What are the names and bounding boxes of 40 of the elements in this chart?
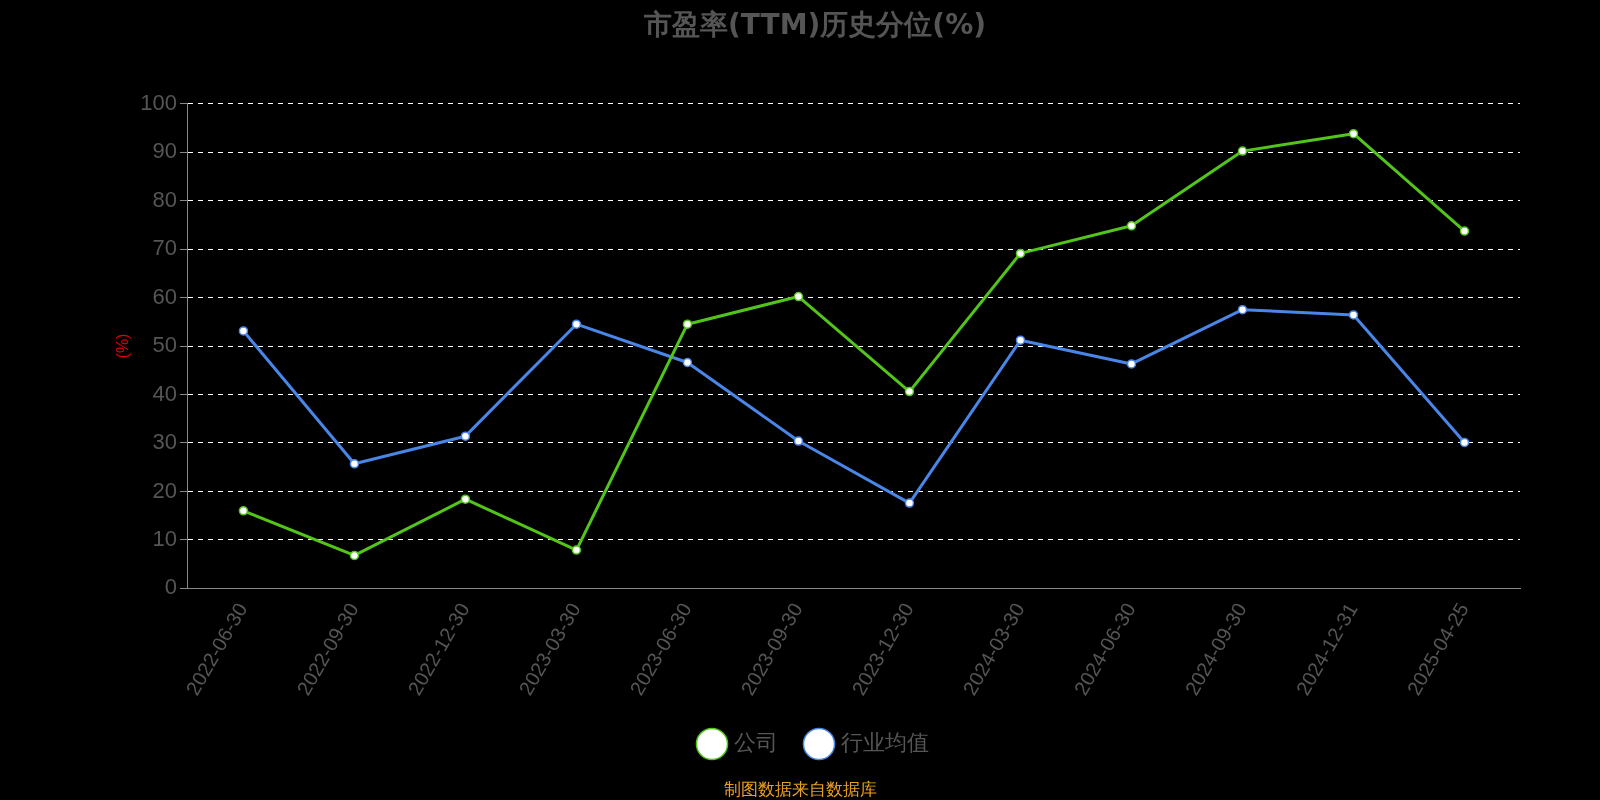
y-tick-label: 90 [152,138,177,164]
point [682,319,693,329]
y-tick-label: 100 [140,89,177,115]
legend-label: 公司 [734,730,778,756]
point [349,459,360,469]
point [238,506,249,516]
chart-title: 市盈率(TTM)历史分位(%) [643,8,986,42]
point [793,436,804,446]
y-tick-label: 30 [152,429,177,455]
point [1237,146,1248,156]
y-tick-label: 20 [152,477,177,503]
y-tick-label: 80 [152,186,177,212]
point [1348,310,1359,320]
point [1015,248,1026,259]
point [571,319,582,329]
point [1126,221,1137,231]
y-tick-label: 0 [164,574,177,600]
point [1126,359,1137,369]
y-tick-label: 70 [152,235,177,261]
point [460,494,471,504]
y-tick-label: 10 [152,525,177,551]
y-tick-label: 40 [152,380,177,406]
point [904,498,915,508]
point [460,431,471,441]
point [1015,335,1026,345]
point [682,357,693,368]
point [238,326,249,336]
point [349,550,360,561]
y-tick-label: 60 [152,283,177,309]
point [571,545,582,555]
y-axis-title: (%) [114,333,132,359]
text: 制图数据来自数据库 [722,778,878,800]
point [1459,226,1470,236]
point [1459,437,1470,448]
point [904,386,915,397]
point [793,291,804,302]
point [1348,128,1359,139]
legend-label: 行业均值 [841,730,929,756]
y-tick-label: 50 [152,332,177,358]
point [1237,304,1248,315]
